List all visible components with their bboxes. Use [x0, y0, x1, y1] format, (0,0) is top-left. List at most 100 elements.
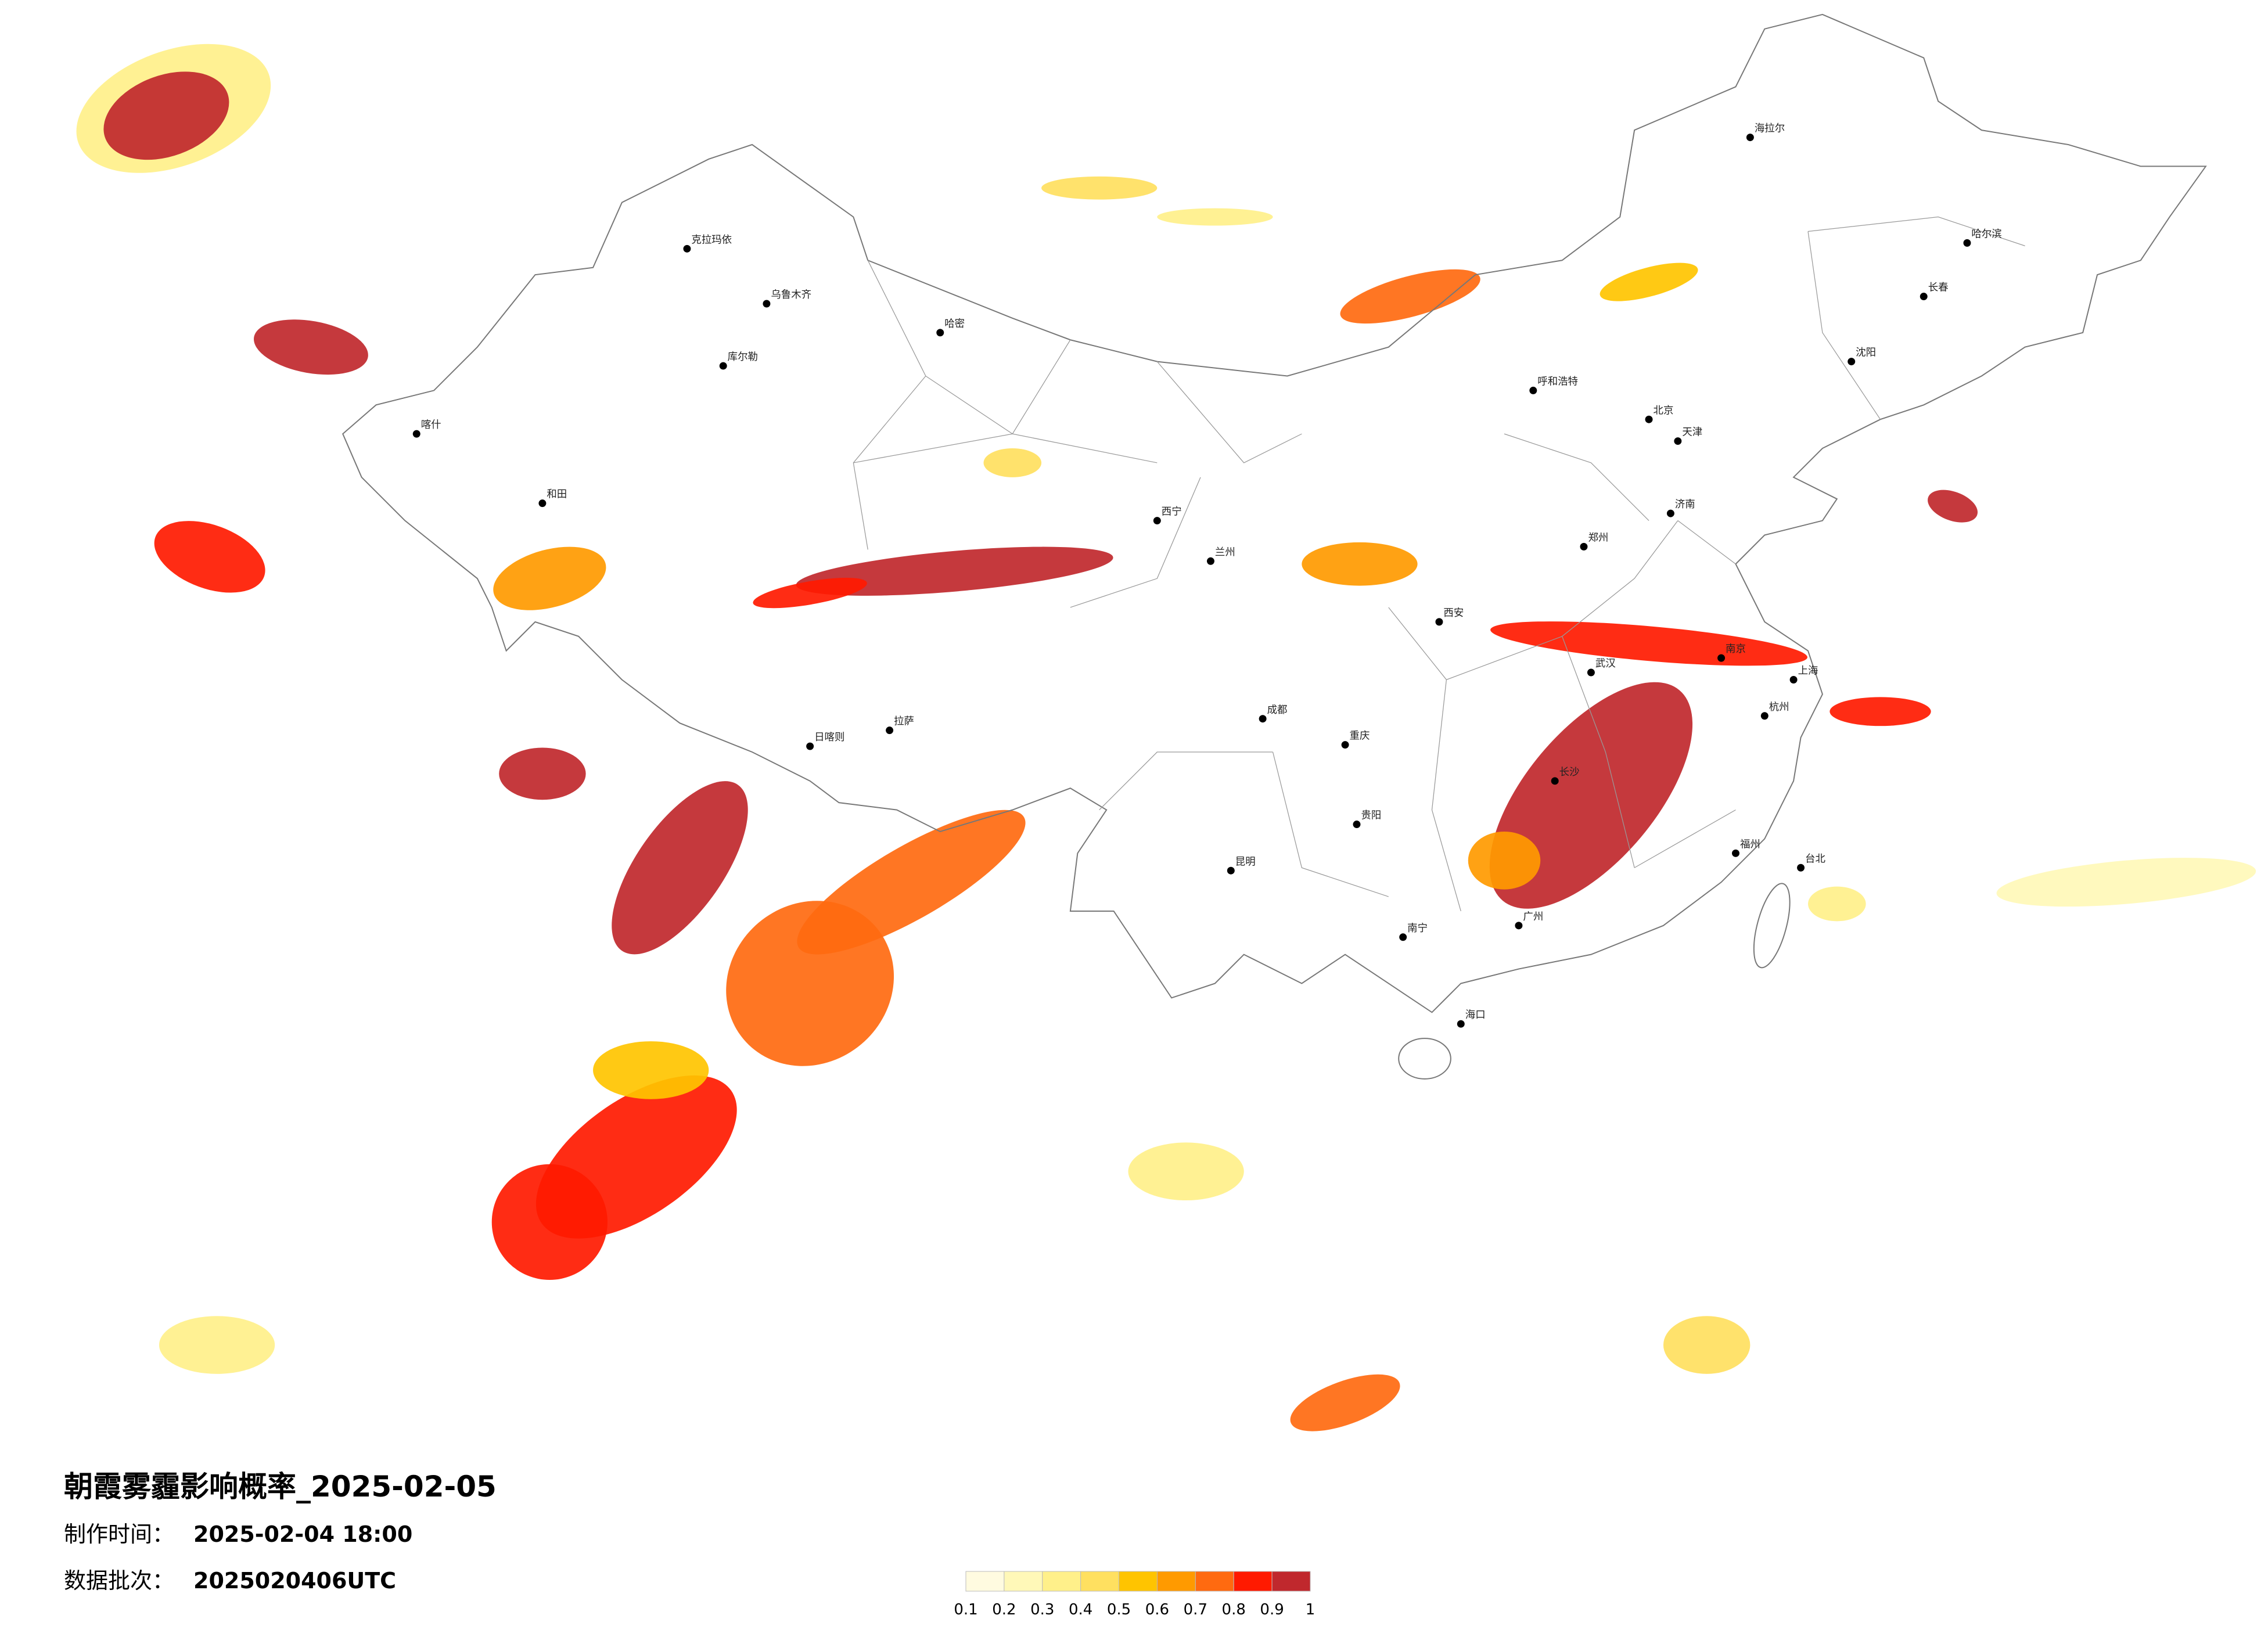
heat-blob: [159, 1316, 275, 1374]
legend-swatch: [1271, 1571, 1311, 1592]
city-label: 武汉: [1595, 658, 1616, 670]
city-label: 广州: [1523, 911, 1543, 923]
city-label: 库尔勒: [728, 351, 758, 363]
city-label: 西安: [1443, 607, 1464, 619]
legend-tick-label: 0.8: [1222, 1601, 1246, 1618]
city-dot: [719, 362, 727, 370]
legend-tick-label: 0.3: [1030, 1601, 1054, 1618]
city-label: 沈阳: [1856, 347, 1876, 359]
city-label: 长春: [1928, 282, 1949, 294]
heat-blob: [1157, 208, 1273, 226]
heat-blob: [612, 781, 748, 955]
city-label: 海拉尔: [1755, 123, 1785, 135]
legend-tick-label: 0.2: [992, 1601, 1016, 1618]
city-label: 济南: [1675, 499, 1695, 510]
heat-blob: [1830, 697, 1931, 726]
city-dot: [1457, 1020, 1465, 1028]
city-dot: [1529, 386, 1537, 394]
country-outline: [342, 13, 2207, 1013]
heat-blob: [1489, 682, 1693, 909]
city-label: 哈尔滨: [1971, 228, 2001, 240]
city-label: 昆明: [1235, 856, 1256, 868]
heat-blob: [1041, 176, 1158, 200]
city-dot: [1551, 777, 1559, 785]
city-dot: [1515, 922, 1523, 930]
city-dot: [1717, 654, 1726, 662]
city-dot: [1760, 712, 1769, 720]
city-label: 南宁: [1407, 923, 1428, 934]
legend-tick-label: 1: [1306, 1601, 1315, 1618]
city-dot: [1732, 849, 1739, 857]
taiwan-island: [1753, 883, 1791, 969]
legend-swatch: [1080, 1571, 1120, 1592]
heat-blob: [726, 901, 894, 1066]
city-label: 杭州: [1769, 702, 1789, 713]
city-dot: [1206, 557, 1214, 565]
city-dot: [763, 300, 771, 308]
legend-swatch: [1042, 1571, 1081, 1592]
city-dot: [886, 726, 894, 735]
city-label: 天津: [1682, 427, 1702, 438]
heat-blob: [983, 448, 1042, 477]
legend-tick-label: 0.9: [1260, 1601, 1284, 1618]
heat-blob: [493, 546, 606, 610]
meta-label: 数据批次：: [64, 1568, 174, 1593]
city-label: 北京: [1654, 405, 1674, 416]
city-dot: [1353, 821, 1361, 829]
legend-swatch: [965, 1571, 1005, 1592]
city-label: 重庆: [1350, 731, 1370, 742]
city-dot: [1848, 358, 1856, 366]
city-label: 兰州: [1215, 546, 1235, 558]
city-dot: [1227, 866, 1235, 875]
city-dot: [1797, 864, 1805, 872]
heat-blob: [254, 319, 368, 375]
heat-blob: [499, 747, 586, 800]
legend-swatch: [1004, 1571, 1043, 1592]
city-dot: [1746, 134, 1754, 142]
legend-swatch: [1156, 1571, 1196, 1592]
heat-blob: [1928, 490, 1978, 523]
city-dot: [1580, 542, 1588, 551]
heat-blob: [1468, 831, 1541, 890]
city-label: 台北: [1805, 853, 1825, 865]
legend-tick-label: 0.4: [1069, 1601, 1092, 1618]
city-label: 哈密: [944, 318, 965, 330]
city-dot: [1674, 437, 1682, 445]
heat-blob: [593, 1041, 709, 1099]
city-dot: [1399, 933, 1407, 941]
city-label: 福州: [1740, 839, 1760, 850]
city-label: 西宁: [1162, 506, 1182, 518]
legend-tick-label: 0.5: [1107, 1601, 1131, 1618]
city-dot: [683, 244, 691, 253]
city-label: 呼和浩特: [1537, 376, 1578, 387]
city-label: 长沙: [1559, 767, 1580, 778]
heat-blob: [1663, 1316, 1751, 1374]
heat-blob: [1302, 542, 1418, 586]
meta-label: 制作时间：: [64, 1521, 174, 1547]
city-label: 郑州: [1588, 532, 1608, 544]
city-dot: [1920, 293, 1928, 301]
heat-blob: [1340, 269, 1480, 324]
city-dot: [1666, 509, 1674, 517]
city-label: 贵阳: [1361, 810, 1381, 822]
hainan-island: [1398, 1038, 1451, 1080]
heat-blob: [796, 546, 1113, 596]
legend-swatch: [1233, 1571, 1273, 1592]
city-dot: [1435, 618, 1443, 626]
city-label: 南京: [1726, 643, 1746, 655]
city-label: 上海: [1798, 665, 1818, 677]
city-dot: [1645, 415, 1653, 423]
city-dot: [936, 329, 944, 337]
city-dot: [1153, 517, 1161, 525]
city-label: 克拉玛依: [691, 234, 732, 246]
legend-swatch: [1119, 1571, 1158, 1592]
city-label: 海口: [1465, 1009, 1486, 1021]
city-label: 喀什: [421, 419, 441, 431]
city-dot: [412, 430, 420, 438]
legend-tick-label: 0.7: [1184, 1601, 1207, 1618]
heat-blob: [1490, 621, 1807, 666]
